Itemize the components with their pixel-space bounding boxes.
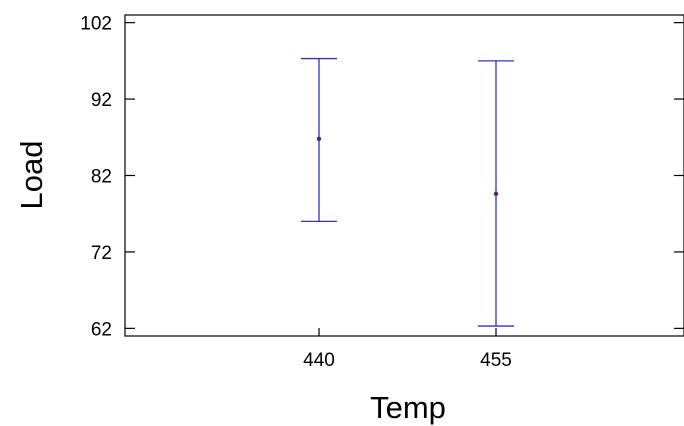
x-axis-title: Temp (370, 390, 446, 425)
mean-point (493, 191, 499, 197)
x-tick-label: 440 (303, 350, 335, 371)
y-tick-label: 62 (91, 319, 112, 340)
y-axis: 62 72 82 92 102 (80, 14, 684, 340)
intervals (301, 57, 514, 327)
y-tick-label: 82 (91, 167, 112, 188)
y-tick-label: 72 (91, 243, 112, 264)
mean-point (316, 136, 322, 142)
y-axis-title: Load (14, 141, 49, 210)
x-axis: 440 455 (303, 328, 512, 371)
x-tick-label: 455 (480, 350, 512, 371)
plot-frame (124, 14, 684, 337)
y-tick-label: 92 (91, 90, 112, 111)
y-tick-label: 102 (80, 14, 112, 35)
